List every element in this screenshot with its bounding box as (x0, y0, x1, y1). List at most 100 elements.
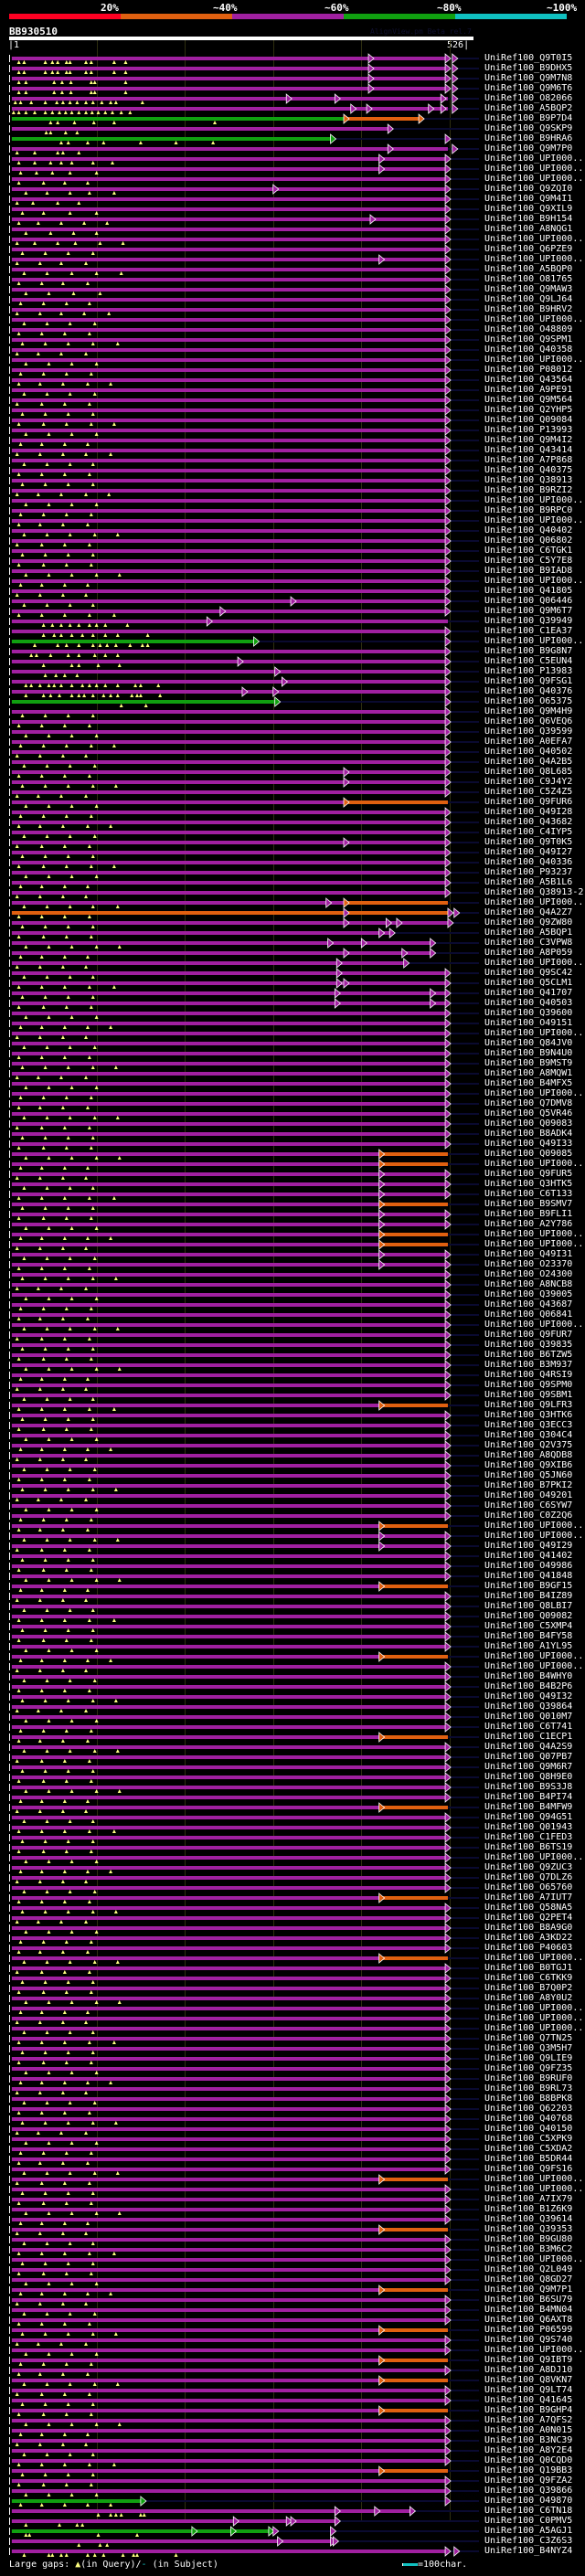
alignment-row[interactable] (9, 636, 479, 647)
subject-label[interactable]: UniRef100_Q6AXT8 (484, 2315, 573, 2325)
subject-label[interactable]: UniRef100_Q9FS16 (484, 2164, 573, 2174)
subject-label[interactable]: UniRef100_Q9T0K5 (484, 837, 573, 847)
subject-label[interactable]: UniRef100_O24300 (484, 1269, 573, 1279)
subject-label[interactable]: UniRef100_A9PE91 (484, 385, 573, 395)
alignment-row[interactable] (9, 757, 479, 768)
alignment-row[interactable] (9, 123, 479, 134)
subject-label[interactable]: UniRef100_Q3HTK6 (484, 1410, 573, 1420)
alignment-row[interactable] (9, 586, 479, 597)
alignment-row[interactable] (9, 1521, 479, 1532)
alignment-row[interactable] (9, 1641, 479, 1652)
alignment-row[interactable] (9, 2023, 479, 2034)
alignment-row[interactable] (9, 1269, 479, 1280)
alignment-row[interactable] (9, 737, 479, 747)
alignment-row[interactable] (9, 646, 479, 657)
alignment-row[interactable] (9, 375, 479, 386)
subject-label[interactable]: UniRef100_Q43687 (484, 1299, 573, 1309)
subject-label[interactable]: UniRef100_Q9IBT9 (484, 2355, 573, 2365)
subject-label[interactable]: UniRef100_C0Z2Q6 (484, 1511, 573, 1521)
subject-label[interactable]: UniRef100_Q3HTK5 (484, 1179, 573, 1189)
alignment-row[interactable] (9, 666, 479, 677)
subject-label[interactable]: UniRef100_P08012 (484, 365, 573, 375)
subject-label[interactable]: UniRef100_C6T741 (484, 1722, 573, 1732)
subject-label[interactable]: UniRef100_Q49I33 (484, 1139, 573, 1149)
subject-label[interactable]: UniRef100_Q38913 (484, 475, 573, 485)
alignment-row[interactable] (9, 596, 479, 607)
subject-label[interactable]: UniRef100_Q9XIL9 (484, 204, 573, 214)
subject-label[interactable]: UniRef100_B9GU80 (484, 2234, 573, 2244)
subject-label[interactable]: UniRef100_UPI000.. (484, 1651, 584, 1661)
alignment-row[interactable] (9, 83, 479, 94)
subject-label[interactable]: UniRef100_Q40502 (484, 747, 573, 757)
subject-label[interactable]: UniRef100_P93237 (484, 867, 573, 877)
subject-label[interactable]: UniRef100_P40603 (484, 1943, 573, 1953)
subject-label[interactable]: UniRef100_Q49I31 (484, 1249, 573, 1259)
alignment-row[interactable] (9, 857, 479, 868)
subject-label[interactable]: UniRef100_UPI000.. (484, 1661, 584, 1671)
alignment-row[interactable] (9, 867, 479, 878)
subject-label[interactable]: UniRef100_Q62203 (484, 2104, 573, 2114)
alignment-row[interactable] (9, 2435, 479, 2446)
subject-label[interactable]: UniRef100_Q39866 (484, 2486, 573, 2496)
subject-label[interactable]: UniRef100_B9FLI1 (484, 1209, 573, 1219)
subject-label[interactable]: UniRef100_Q49I32 (484, 1691, 573, 1701)
alignment-row[interactable] (9, 837, 479, 848)
alignment-row[interactable] (9, 1380, 479, 1391)
alignment-row[interactable] (9, 656, 479, 667)
alignment-row[interactable] (9, 938, 479, 949)
alignment-row[interactable] (9, 1691, 479, 1702)
subject-label[interactable]: UniRef100_A8Y0U2 (484, 1993, 573, 2003)
alignment-row[interactable] (9, 2254, 479, 2265)
alignment-row[interactable] (9, 1611, 479, 1622)
alignment-row[interactable] (9, 475, 479, 486)
subject-label[interactable]: UniRef100_Q9M6T7 (484, 606, 573, 616)
subject-label[interactable]: UniRef100_Q43682 (484, 817, 573, 827)
subject-label[interactable]: UniRef100_A2Y786 (484, 1219, 573, 1229)
subject-label[interactable]: UniRef100_Q06841 (484, 1309, 573, 1320)
subject-label[interactable]: UniRef100_Q39005 (484, 1289, 573, 1299)
alignment-row[interactable] (9, 2335, 479, 2346)
subject-label[interactable]: UniRef100_Q3M5H7 (484, 2043, 573, 2053)
subject-label[interactable]: UniRef100_UPI000.. (484, 958, 584, 968)
subject-label[interactable]: UniRef100_B4B2P6 (484, 1681, 573, 1691)
subject-label[interactable]: UniRef100_Q2L049 (484, 2264, 573, 2274)
subject-label[interactable]: UniRef100_B9RPC0 (484, 505, 573, 515)
alignment-row[interactable] (9, 244, 479, 255)
alignment-row[interactable] (9, 1802, 479, 1813)
subject-label[interactable]: UniRef100_Q3ECC3 (484, 1420, 573, 1430)
subject-label[interactable]: UniRef100_Q8H9E0 (484, 1772, 573, 1782)
subject-label[interactable]: UniRef100_B9GF15 (484, 1581, 573, 1591)
alignment-row[interactable] (9, 1048, 479, 1059)
alignment-row[interactable] (9, 1038, 479, 1049)
subject-label[interactable]: UniRef100_Q4A2S9 (484, 1742, 573, 1752)
subject-label[interactable]: UniRef100_P13993 (484, 425, 573, 435)
alignment-row[interactable] (9, 1903, 479, 1913)
alignment-row[interactable] (9, 2365, 479, 2376)
alignment-row[interactable] (9, 1500, 479, 1511)
alignment-row[interactable] (9, 676, 479, 687)
alignment-row[interactable] (9, 2486, 479, 2496)
alignment-row[interactable] (9, 1340, 479, 1351)
alignment-row[interactable] (9, 214, 479, 225)
subject-label[interactable]: UniRef100_B7PKI2 (484, 1480, 573, 1490)
alignment-row[interactable] (9, 2114, 479, 2125)
alignment-row[interactable] (9, 103, 479, 114)
subject-label[interactable]: UniRef100_B1Z6K9 (484, 2204, 573, 2214)
alignment-row[interactable] (9, 1541, 479, 1552)
alignment-row[interactable] (9, 1129, 479, 1140)
alignment-row[interactable] (9, 2013, 479, 2024)
subject-label[interactable]: UniRef100_Q9M4H9 (484, 706, 573, 716)
subject-label[interactable]: UniRef100_UPI000.. (484, 495, 584, 505)
subject-label[interactable]: UniRef100_UPI000.. (484, 355, 584, 365)
alignment-row[interactable] (9, 1792, 479, 1803)
subject-label[interactable]: UniRef100_C6SYW7 (484, 1500, 573, 1511)
alignment-row[interactable] (9, 345, 479, 355)
subject-label[interactable]: UniRef100_Q9ZQI0 (484, 184, 573, 194)
subject-label[interactable]: UniRef100_UPI000.. (484, 1239, 584, 1249)
subject-label[interactable]: UniRef100_A8QDB8 (484, 1450, 573, 1460)
alignment-row[interactable] (9, 1531, 479, 1542)
alignment-row[interactable] (9, 1068, 479, 1079)
subject-label[interactable]: UniRef100_A8Y2E4 (484, 2445, 573, 2455)
alignment-row[interactable] (9, 2385, 479, 2396)
subject-label[interactable]: UniRef100_Q2V375 (484, 1440, 573, 1450)
